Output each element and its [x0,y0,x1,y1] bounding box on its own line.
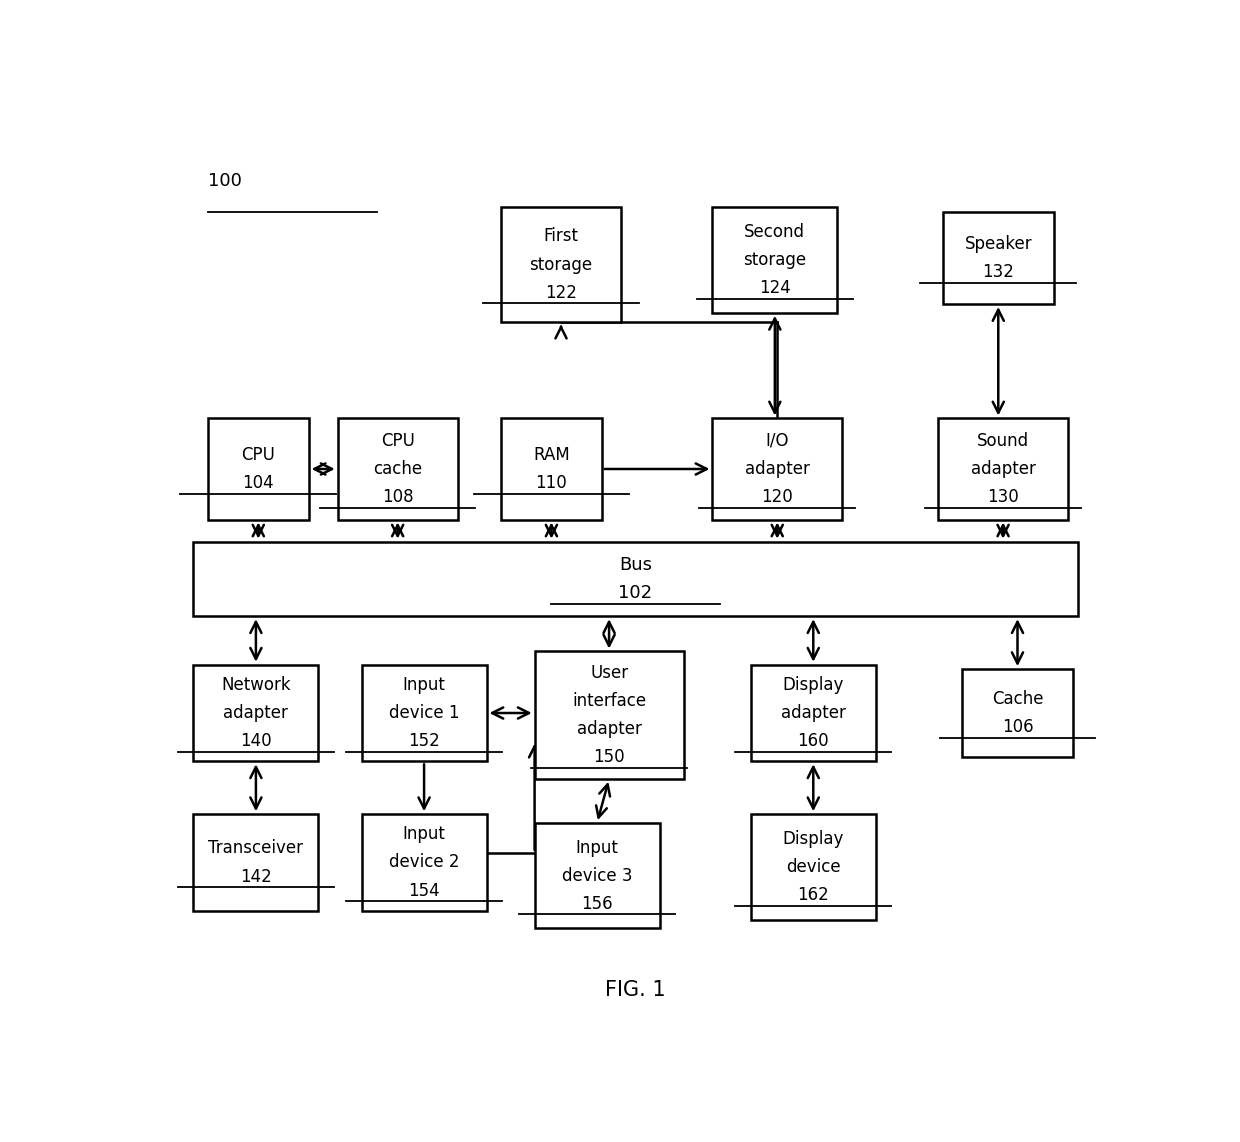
FancyBboxPatch shape [501,208,621,322]
Text: 124: 124 [759,280,791,297]
FancyBboxPatch shape [337,418,458,520]
FancyBboxPatch shape [193,814,319,911]
Text: RAM: RAM [533,445,570,464]
Text: Network: Network [221,676,290,694]
Text: 156: 156 [582,895,613,912]
FancyBboxPatch shape [942,211,1054,304]
Text: adapter: adapter [781,703,846,722]
Text: First: First [543,227,579,246]
Text: FIG. 1: FIG. 1 [605,980,666,1000]
FancyBboxPatch shape [534,823,660,928]
Text: 100: 100 [208,172,242,191]
Text: I/O: I/O [765,432,789,450]
Text: cache: cache [373,460,422,478]
Text: 104: 104 [243,474,274,492]
Text: User: User [590,664,629,682]
Text: storage: storage [743,251,806,270]
Text: 102: 102 [619,584,652,602]
Text: 160: 160 [797,732,830,750]
Text: device 2: device 2 [389,853,459,871]
FancyBboxPatch shape [962,669,1073,757]
Text: adapter: adapter [223,703,289,722]
Text: device: device [786,858,841,876]
Text: Transceiver: Transceiver [208,839,304,858]
Text: device 1: device 1 [389,703,459,722]
Text: 122: 122 [546,283,577,301]
FancyBboxPatch shape [939,418,1068,520]
Text: adapter: adapter [745,460,810,478]
FancyBboxPatch shape [193,665,319,762]
FancyBboxPatch shape [751,665,875,762]
Text: CPU: CPU [381,432,414,450]
Text: Speaker: Speaker [965,235,1032,252]
Text: Bus: Bus [619,556,652,573]
Text: 152: 152 [408,732,440,750]
Text: 154: 154 [408,882,440,900]
Text: 132: 132 [982,263,1014,281]
Text: Input: Input [403,676,445,694]
Text: 140: 140 [241,732,272,750]
FancyBboxPatch shape [712,208,837,313]
Text: interface: interface [572,692,646,710]
FancyBboxPatch shape [362,814,486,911]
Text: Second: Second [744,223,805,241]
FancyBboxPatch shape [501,418,601,520]
Text: 120: 120 [761,488,794,506]
Text: adapter: adapter [577,721,641,738]
Text: 150: 150 [593,748,625,766]
FancyBboxPatch shape [193,541,1078,617]
Text: Sound: Sound [977,432,1029,450]
Text: storage: storage [529,256,593,274]
Text: Input: Input [575,838,619,856]
Text: Display: Display [782,676,844,694]
Text: 110: 110 [536,474,567,492]
Text: 130: 130 [987,488,1019,506]
Text: 106: 106 [1002,718,1033,737]
Text: CPU: CPU [242,445,275,464]
FancyBboxPatch shape [362,665,486,762]
FancyBboxPatch shape [751,814,875,919]
FancyBboxPatch shape [534,651,683,779]
Text: Display: Display [782,830,844,847]
Text: 108: 108 [382,488,413,506]
FancyBboxPatch shape [208,418,309,520]
Text: device 3: device 3 [562,867,632,885]
Text: 142: 142 [241,868,272,885]
Text: Cache: Cache [992,690,1043,708]
Text: Input: Input [403,826,445,843]
Text: adapter: adapter [971,460,1035,478]
Text: 162: 162 [797,886,830,904]
FancyBboxPatch shape [712,418,842,520]
